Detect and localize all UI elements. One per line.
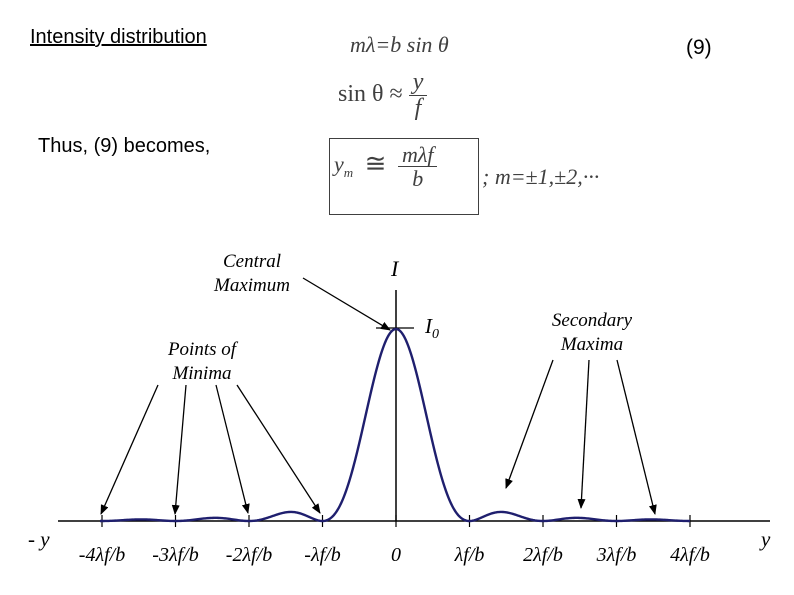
order-values: ; m=±1,±2,··· [482, 164, 600, 189]
small-angle-fraction: y f [408, 69, 428, 122]
grating-equation: mλ=b sin θ [350, 32, 449, 57]
boxed-eq-subscript: m [343, 165, 354, 181]
negative-axis-label: - y [28, 527, 50, 551]
approx-symbol: ≅ [364, 148, 387, 178]
tick-label: λf/b [454, 544, 485, 566]
positive-axis-label: y [761, 527, 771, 551]
peak-label-main: I [425, 314, 432, 338]
secondary-maximum-arrow-2 [577, 359, 590, 509]
fraction-denominator: f [414, 95, 422, 122]
minimum-arrow-3 [215, 384, 250, 514]
peak-label-subscript: 0 [432, 327, 439, 343]
tick-label: -λf/b [304, 544, 341, 566]
central-maximum-arrow [302, 277, 391, 331]
minimum-arrow-1 [100, 384, 159, 515]
boxed-eq-lhs: y [334, 151, 344, 177]
secondary-maxima-line-1: Secondary [551, 310, 633, 331]
small-angle-equation: sin θ ≈ y f [338, 69, 428, 122]
boxed-eq-denominator: b [412, 166, 424, 192]
tick-label: -2λf/b [225, 544, 273, 566]
secondary-maxima-line-2: Maxima [560, 334, 624, 355]
intensity-axis-label: I [391, 256, 399, 281]
points-of-minima-line-2: Minima [172, 363, 232, 384]
secondary-maxima-label: Secondary Maxima [536, 309, 648, 357]
thus-text: Thus, (9) becomes, [38, 135, 211, 157]
secondary-maximum-arrow-1 [505, 359, 554, 489]
central-maximum-label: Central Maximum [200, 250, 304, 298]
central-maximum-line-2: Maximum [214, 275, 290, 296]
small-angle-lhs: sin θ ≈ [338, 81, 403, 108]
peak-intensity-label: I0 [425, 314, 439, 343]
minimum-arrow-4 [236, 384, 321, 514]
tick-label: 0 [391, 544, 401, 566]
tick-label: -4λf/b [78, 544, 126, 566]
fraction-numerator: y [408, 69, 428, 97]
boxed-eq-fraction: mλf b [397, 143, 438, 192]
tick-label: 3λf/b [596, 544, 637, 566]
equation-number: (9) [686, 36, 712, 59]
secondary-maximum-arrow-3 [616, 359, 657, 515]
boxed-eq-numerator: mλf [397, 143, 438, 168]
points-of-minima-line-1: Points of [167, 339, 237, 360]
boxed-equation: ym ≅ mλf b [334, 143, 438, 192]
tick-label: 2λf/b [523, 544, 563, 566]
slide-title: Intensity distribution [30, 26, 207, 48]
central-maximum-line-1: Central [222, 251, 282, 272]
tick-label: 4λf/b [670, 544, 710, 566]
intensity-curve [99, 327, 690, 523]
points-of-minima-label: Points of Minima [148, 338, 256, 386]
tick-label: -3λf/b [152, 544, 199, 566]
boxed-equation-frame [329, 138, 479, 215]
minimum-arrow-2 [171, 384, 187, 515]
